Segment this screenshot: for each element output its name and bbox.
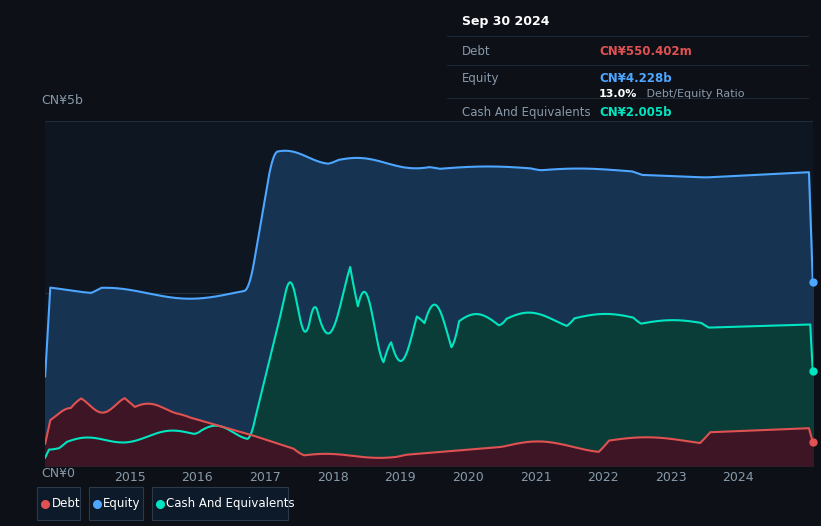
- Text: CN¥2.005b: CN¥2.005b: [599, 106, 672, 119]
- Text: 13.0%: 13.0%: [599, 89, 638, 99]
- Bar: [89, 487, 143, 520]
- Bar: [38, 487, 80, 520]
- Text: Debt: Debt: [52, 497, 80, 510]
- Text: CN¥5b: CN¥5b: [41, 94, 83, 107]
- Text: CN¥550.402m: CN¥550.402m: [599, 45, 692, 57]
- Text: Cash And Equivalents: Cash And Equivalents: [167, 497, 295, 510]
- Text: Sep 30 2024: Sep 30 2024: [462, 15, 549, 28]
- Text: Equity: Equity: [103, 497, 140, 510]
- Text: CN¥0: CN¥0: [41, 467, 76, 480]
- Bar: [152, 487, 288, 520]
- Text: Equity: Equity: [462, 73, 499, 85]
- Text: CN¥4.228b: CN¥4.228b: [599, 73, 672, 85]
- Text: Debt: Debt: [462, 45, 490, 57]
- Text: Cash And Equivalents: Cash And Equivalents: [462, 106, 590, 119]
- Text: Debt/Equity Ratio: Debt/Equity Ratio: [643, 89, 744, 99]
